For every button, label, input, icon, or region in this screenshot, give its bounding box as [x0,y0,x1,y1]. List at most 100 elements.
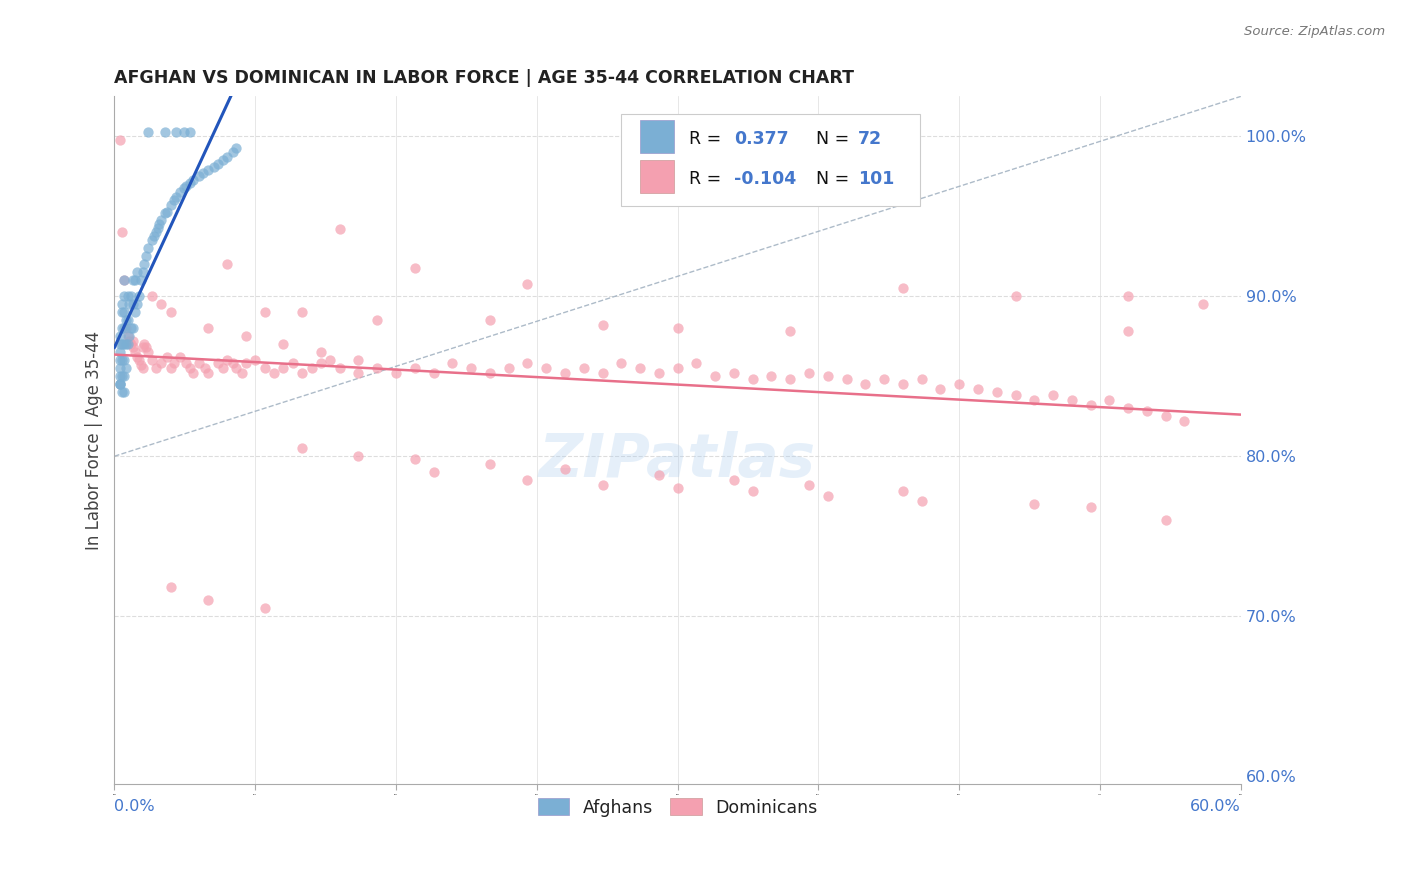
Text: N =: N = [815,170,849,188]
Point [1042,388,1064,402]
Point [309,356,332,370]
Point [253,361,276,376]
Point [122,321,145,335]
Point [187,356,209,370]
Point [761,369,783,384]
Point [120,289,142,303]
Point [666,361,689,376]
Point [125,297,148,311]
Point [1024,393,1046,408]
Point [319,353,342,368]
Point [704,369,727,384]
Point [135,249,157,263]
Point [329,361,352,376]
Point [221,145,243,160]
Point [146,220,169,235]
Legend: Afghans, Dominicans: Afghans, Dominicans [530,791,824,823]
Point [347,449,370,463]
Point [572,361,595,376]
Point [134,257,156,271]
Point [301,361,323,376]
Point [197,366,219,380]
Point [929,382,952,396]
Point [291,442,314,456]
Point [441,356,464,370]
Point [215,353,238,368]
Point [741,484,763,499]
Point [291,366,314,380]
Point [108,377,131,392]
Point [136,241,159,255]
Point [873,372,896,386]
FancyBboxPatch shape [621,113,920,206]
Point [891,377,914,392]
Point [592,366,614,380]
FancyBboxPatch shape [640,160,675,193]
Point [108,377,131,392]
Point [986,385,1008,400]
Point [516,356,538,370]
Point [124,345,146,359]
Point [197,593,219,607]
Point [118,297,141,311]
Point [136,125,159,139]
Text: N =: N = [815,130,849,148]
Point [779,372,801,386]
Point [1098,393,1121,408]
Point [347,353,370,368]
Point [460,361,482,376]
Point [215,257,238,271]
Point [273,337,295,351]
Point [111,297,134,311]
Point [1154,513,1177,527]
Point [112,305,135,319]
Point [666,481,689,495]
Point [797,366,820,380]
Point [114,337,136,351]
Point [136,345,159,359]
Point [108,345,131,359]
Point [108,377,131,392]
Point [114,361,136,376]
Point [173,180,195,194]
Point [291,305,314,319]
Text: 60.0%: 60.0% [1189,799,1240,814]
Point [422,465,444,479]
Point [263,366,285,380]
Point [197,163,219,178]
Point [117,289,139,303]
Point [478,313,501,327]
Point [111,337,134,351]
Point [117,313,139,327]
Point [404,361,426,376]
Point [165,125,187,139]
Point [610,356,633,370]
Point [221,356,243,370]
Point [516,473,538,487]
Point [273,361,295,376]
Point [212,153,235,168]
Point [112,369,135,384]
Point [948,377,970,392]
Point [145,361,167,376]
Point [516,277,538,291]
Point [385,366,408,380]
Point [1154,409,1177,424]
Point [120,321,142,335]
Point [159,305,181,319]
Point [112,385,135,400]
Point [148,218,170,232]
Point [159,361,181,376]
Point [245,353,267,368]
Point [723,366,745,380]
Point [1080,500,1102,515]
Point [111,353,134,368]
Y-axis label: In Labor Force | Age 35-44: In Labor Force | Age 35-44 [86,331,103,549]
Point [117,329,139,343]
Point [187,169,209,184]
Point [534,361,557,376]
Text: 0.377: 0.377 [734,130,789,148]
Point [235,329,257,343]
Point [122,297,145,311]
Point [159,580,181,594]
